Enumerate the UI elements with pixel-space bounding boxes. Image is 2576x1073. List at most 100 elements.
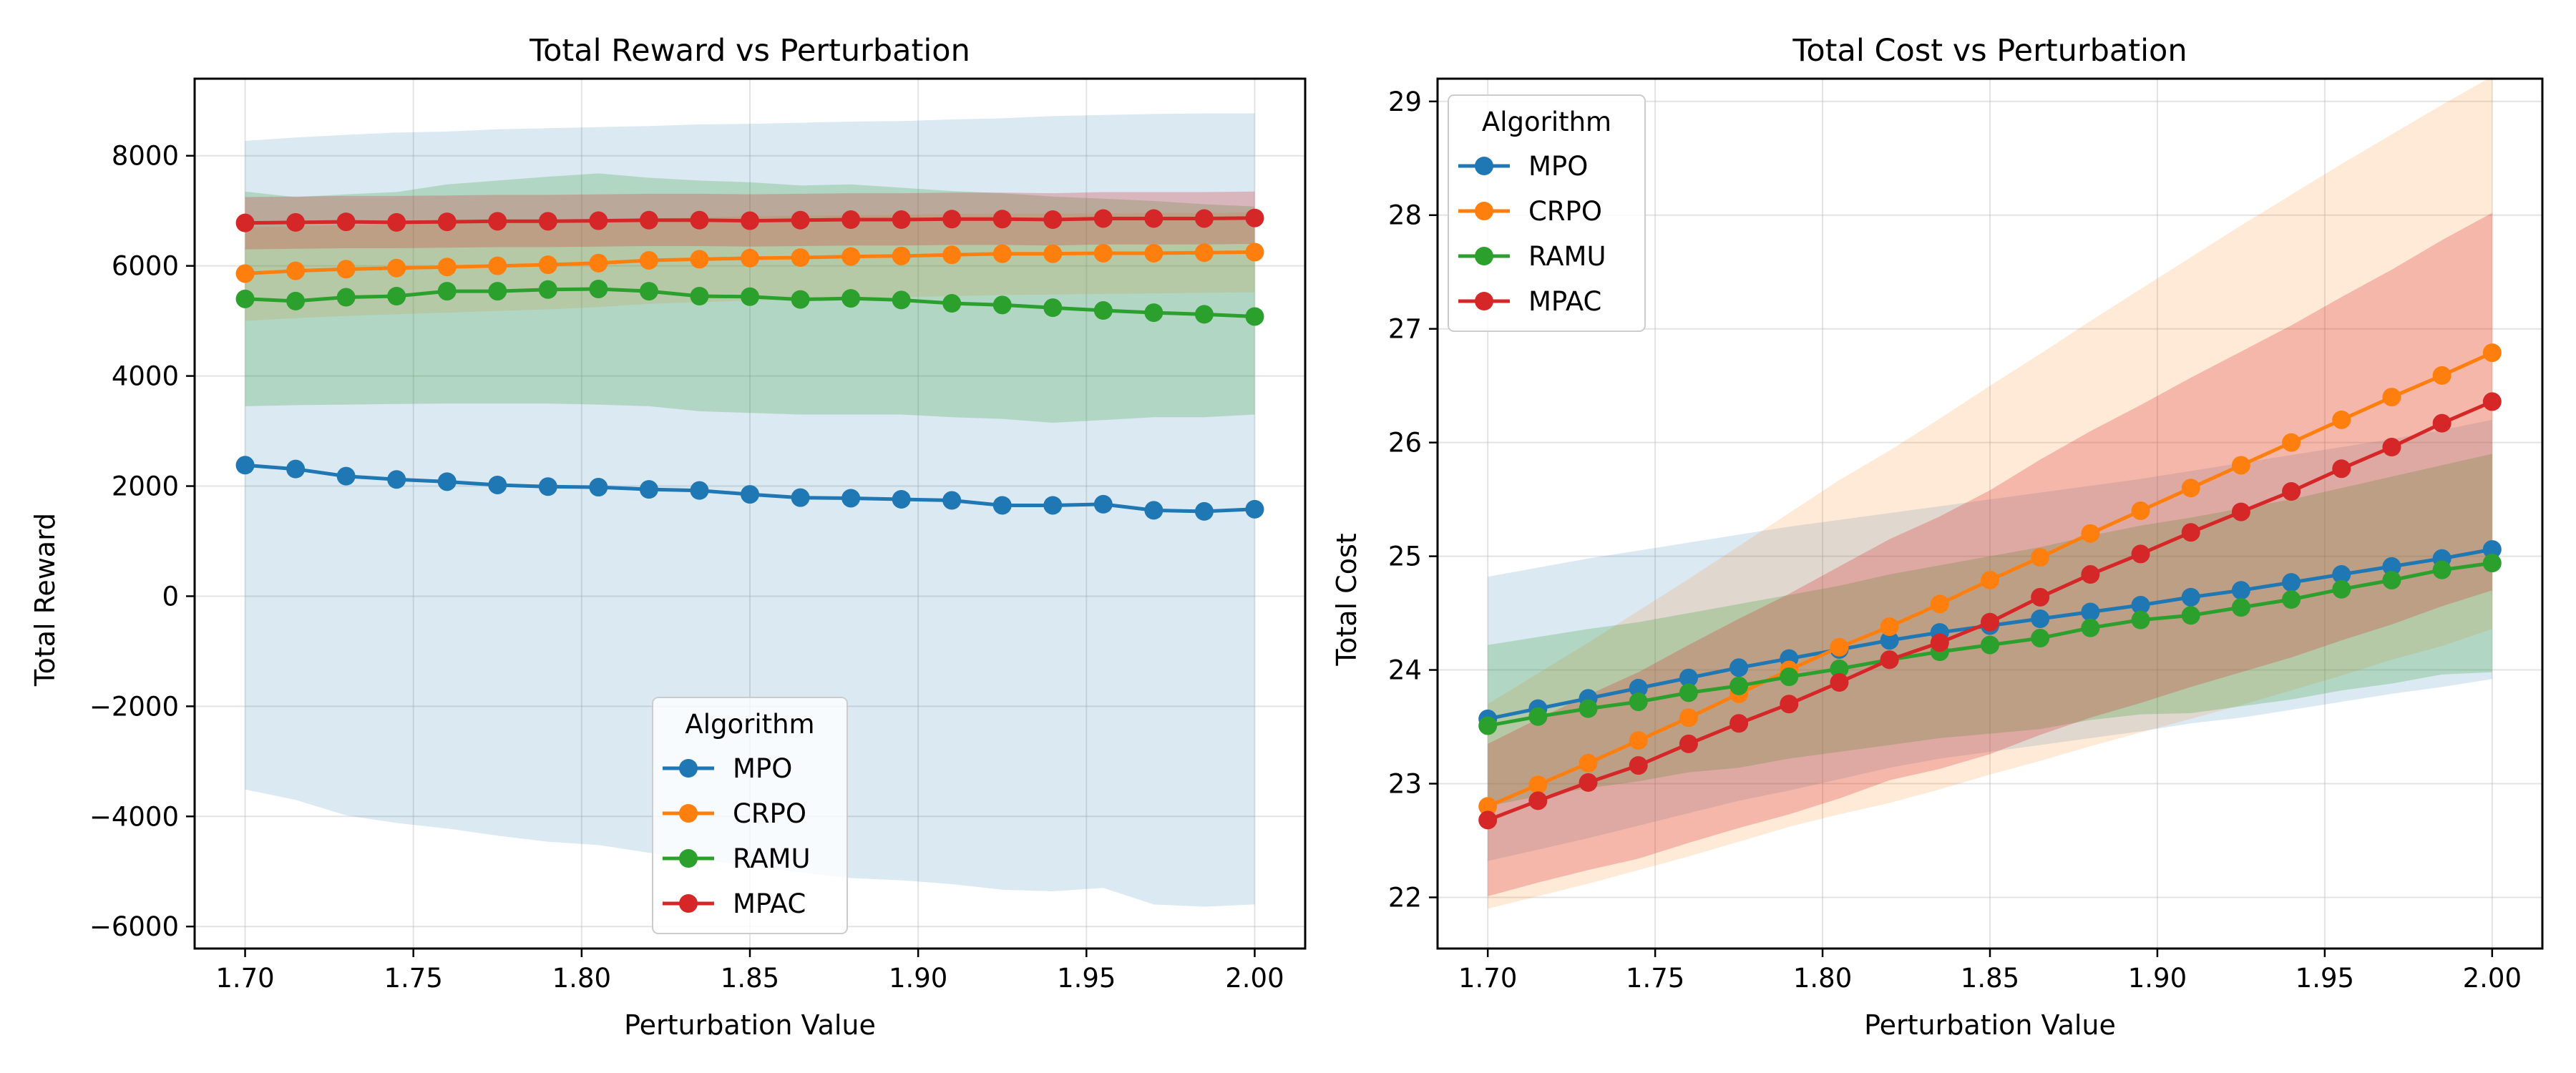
point-mpac <box>1830 673 1849 692</box>
point-ramu <box>2031 629 2050 648</box>
point-crpo <box>2282 433 2301 452</box>
point-mpo <box>488 475 507 494</box>
point-crpo <box>1579 753 1598 773</box>
point-mpo <box>2131 595 2150 614</box>
point-crpo <box>2231 456 2250 475</box>
point-mpac <box>2031 587 2050 607</box>
legend-box <box>652 697 848 934</box>
plot-area: 1.70 1.75 1.80 1.85 1.90 1.95 2.00 −6000 −4000 −2… <box>89 77 1307 994</box>
legend-label: MPO <box>733 753 792 784</box>
point-ramu <box>690 287 709 305</box>
point-ramu <box>235 289 255 308</box>
point-mpac <box>1093 209 1113 228</box>
point-mpo <box>791 488 810 507</box>
plot-area: 1.70 1.75 1.80 1.85 1.90 1.95 2.00 22 23 24 25 26 27… <box>1388 76 2544 994</box>
legend-entries: MPO CRPO RAMU MPAC <box>1458 151 1606 317</box>
point-mpac <box>1043 210 1063 230</box>
point-crpo <box>387 258 406 278</box>
x-tick-label: 1.70 <box>1458 963 1517 994</box>
y-tick-label: 24 <box>1388 655 1422 686</box>
point-mpo <box>639 480 658 499</box>
point-mpac <box>1579 773 1598 792</box>
point-mpo <box>2081 602 2100 622</box>
point-mpac <box>1679 734 1698 753</box>
point-mpac <box>1880 650 1899 670</box>
point-ramu <box>2332 579 2351 599</box>
point-mpo <box>2031 609 2050 629</box>
point-mpac <box>1729 714 1749 733</box>
point-mpac <box>488 212 507 231</box>
point-mpo <box>1729 658 1749 677</box>
point-mpac <box>1194 209 1214 228</box>
y-tick-label: −2000 <box>89 691 179 722</box>
point-crpo <box>942 245 962 265</box>
point-ramu <box>286 291 306 310</box>
y-tick-label: −6000 <box>89 911 179 942</box>
point-crpo <box>437 258 457 277</box>
point-ramu <box>437 282 457 301</box>
point-mpo <box>841 489 861 508</box>
point-ramu <box>1528 707 1548 726</box>
y-tick-label: 27 <box>1388 314 1422 345</box>
point-mpac <box>2432 413 2451 433</box>
y-tick-label: 0 <box>162 581 179 612</box>
point-crpo <box>1629 731 1648 750</box>
point-ramu <box>639 282 658 301</box>
legend-title: Algorithm <box>1482 107 1611 137</box>
point-mpo <box>1144 501 1163 520</box>
point-ramu <box>2282 590 2301 609</box>
point-mpo <box>2282 573 2301 592</box>
chart-title: Total Cost vs Perturbation <box>1792 33 2187 69</box>
point-crpo <box>1043 244 1063 263</box>
point-ramu <box>992 295 1012 315</box>
point-crpo <box>1528 775 1548 795</box>
point-mpac <box>2081 565 2100 584</box>
point-ramu <box>841 289 861 308</box>
point-ramu <box>791 290 810 309</box>
legend-entries: MPO CRPO RAMU MPAC <box>663 753 811 919</box>
point-mpac <box>892 210 911 230</box>
point-crpo <box>538 255 557 275</box>
point-mpac <box>741 211 759 230</box>
y-tick-label: 4000 <box>112 361 179 392</box>
point-crpo <box>2482 343 2502 363</box>
point-mpac <box>2482 392 2502 411</box>
point-crpo <box>336 260 356 279</box>
point-mpac <box>2282 482 2301 501</box>
point-mpac <box>1528 791 1548 810</box>
point-mpac <box>1981 612 1999 632</box>
point-mpo <box>336 466 356 486</box>
point-mpac <box>791 210 810 230</box>
y-tick-label: 2000 <box>112 471 179 502</box>
point-mpo <box>2181 587 2200 607</box>
point-ramu <box>2181 606 2200 625</box>
legend-label: RAMU <box>733 843 811 874</box>
point-mpo <box>387 470 406 489</box>
cost-chart: Total Cost vs Perturbation Perturbation … <box>1331 33 2544 1041</box>
point-crpo <box>2131 501 2150 521</box>
point-mpac <box>1144 209 1163 228</box>
point-mpac <box>1478 810 1498 830</box>
point-mpo <box>1245 499 1264 519</box>
y-tick-label: 25 <box>1388 542 1422 572</box>
point-ramu <box>1144 303 1163 323</box>
point-mpo <box>589 478 608 497</box>
legend-title: Algorithm <box>685 709 814 740</box>
point-crpo <box>741 248 759 268</box>
point-mpac <box>387 212 406 232</box>
legend-label: MPO <box>1528 151 1588 182</box>
point-crpo <box>2031 548 2050 567</box>
point-mpac <box>2332 459 2351 479</box>
point-ramu <box>1245 307 1264 326</box>
point-mpac <box>2231 502 2250 521</box>
x-tick-label: 1.75 <box>384 963 443 994</box>
point-mpo <box>741 485 759 504</box>
point-ramu <box>387 287 406 305</box>
point-mpo <box>2382 557 2401 576</box>
point-mpac <box>841 210 861 230</box>
point-crpo <box>639 250 658 270</box>
point-mpac <box>639 210 658 230</box>
point-mpac <box>589 211 608 230</box>
